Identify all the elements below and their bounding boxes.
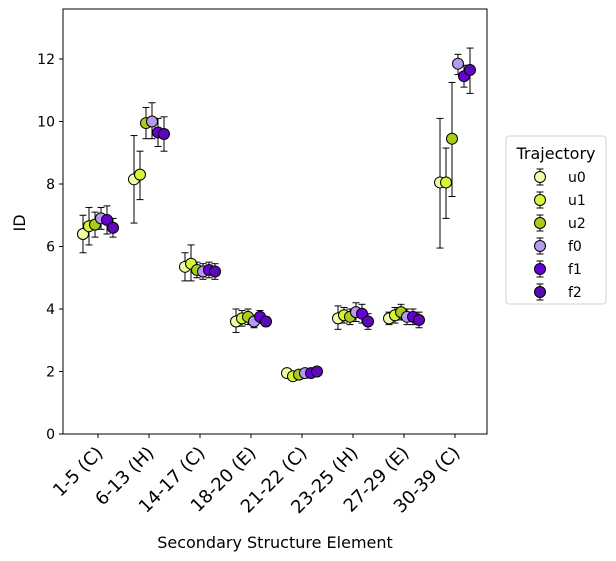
data-point-f2 <box>209 265 221 278</box>
legend-marker-f2 <box>534 286 546 298</box>
legend-label-u2: u2 <box>568 216 586 232</box>
data-point-f2 <box>413 313 425 326</box>
legend-marker-f0 <box>534 240 546 252</box>
data-point-f1 <box>356 307 368 320</box>
y-tick-label: 4 <box>46 302 55 318</box>
plot-frame <box>62 8 488 435</box>
data-point-f1 <box>101 213 113 226</box>
y-tick-label: 2 <box>46 365 55 381</box>
y-tick-label: 10 <box>37 115 55 131</box>
y-tick-label: 6 <box>46 240 55 256</box>
legend-marker-u1 <box>534 194 546 206</box>
data-point-f0 <box>452 57 464 70</box>
legend-marker-u2 <box>534 217 546 229</box>
legend-marker-u0 <box>534 171 546 183</box>
data-point-f2 <box>107 221 119 234</box>
data-point-f2 <box>158 128 170 140</box>
data-point-f2 <box>260 315 272 328</box>
data-point-u0 <box>77 228 89 240</box>
legend-label-u1: u1 <box>568 193 586 209</box>
legend-label-u0: u0 <box>568 170 586 186</box>
data-point-u1 <box>134 168 146 181</box>
y-tick-label: 0 <box>46 427 55 443</box>
data-point-u2 <box>446 132 458 145</box>
y-axis-label: ID <box>10 214 29 231</box>
data-point-u1 <box>440 176 452 189</box>
y-tick-label: 12 <box>37 52 55 68</box>
legend-label-f1: f1 <box>568 262 582 278</box>
data-point-f2 <box>464 63 476 76</box>
legend-label-f2: f2 <box>568 285 582 301</box>
legend-frame <box>505 135 607 305</box>
legend: Trajectory u0 u1 u2 f0 f1 f2 <box>505 135 607 305</box>
x-axis-label: Secondary Structure Element <box>157 533 393 552</box>
y-tick-label: 8 <box>46 177 55 193</box>
legend-label-f0: f0 <box>568 239 582 255</box>
legend-marker-f1 <box>534 263 546 275</box>
data-point-f2 <box>362 315 374 328</box>
data-point-f2 <box>311 365 323 378</box>
data-point-f0 <box>146 115 158 128</box>
legend-title: Trajectory <box>516 144 596 163</box>
